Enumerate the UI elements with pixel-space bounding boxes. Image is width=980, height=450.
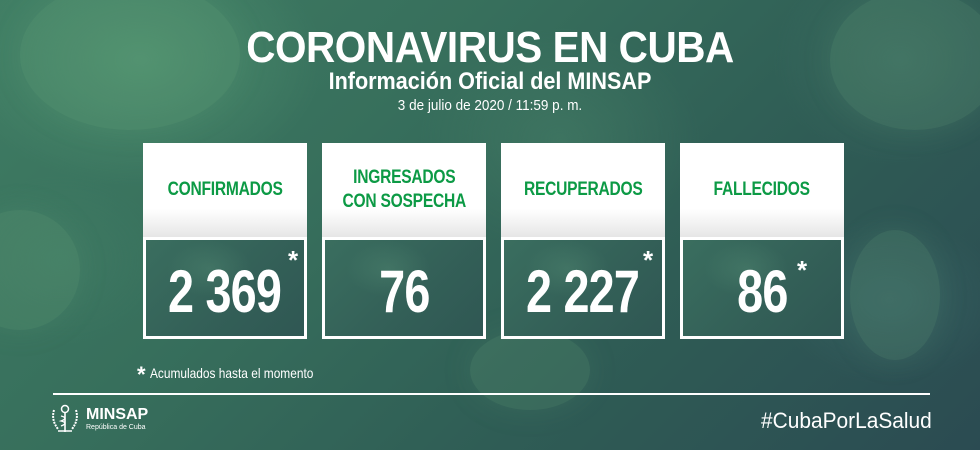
logo-subtitle: República de Cuba [86,423,146,431]
virus-illustration [470,330,590,410]
virus-illustration [20,0,240,130]
footer-divider [53,393,930,395]
stat-card-deceased: FALLECIDOS 86 * [680,143,844,339]
page-title: CORONAVIRUS EN CUBA [246,23,734,72]
asterisk-marker: * [643,245,654,275]
caduceus-emblem-icon [52,404,78,432]
virus-illustration [830,0,980,130]
card-value: 76 [325,240,483,336]
card-value: 2 227 [504,240,662,336]
page-subtitle: Información Oficial del MINSAP [328,68,652,95]
virus-illustration [0,210,80,330]
minsap-logo: MINSAP República de Cuba [48,404,148,434]
stat-card-suspected: INGRESADOS CON SOSPECHA 76 [322,143,486,339]
card-label: FALLECIDOS [680,143,844,237]
stat-card-confirmed: CONFIRMADOS 2 369 * [143,143,307,339]
card-label: CONFIRMADOS [143,143,307,237]
footnote: * Acumulados hasta el momento [137,362,342,388]
asterisk-marker: * [288,245,299,275]
report-date: 3 de julio de 2020 / 11:59 p. m. [397,97,583,114]
asterisk-marker: * [797,255,808,285]
card-label: INGRESADOS CON SOSPECHA [322,143,486,237]
hashtag: #CubaPorLaSalud [761,408,932,433]
card-label: RECUPERADOS [501,143,665,237]
card-value: 86 [683,240,841,336]
logo-name: MINSAP [86,405,149,423]
asterisk-marker: * [137,362,146,387]
virus-illustration [850,230,940,360]
footnote-text: Acumulados hasta el momento [149,365,313,381]
card-value: 2 369 [146,240,304,336]
stat-card-recovered: RECUPERADOS 2 227 * [501,143,665,339]
